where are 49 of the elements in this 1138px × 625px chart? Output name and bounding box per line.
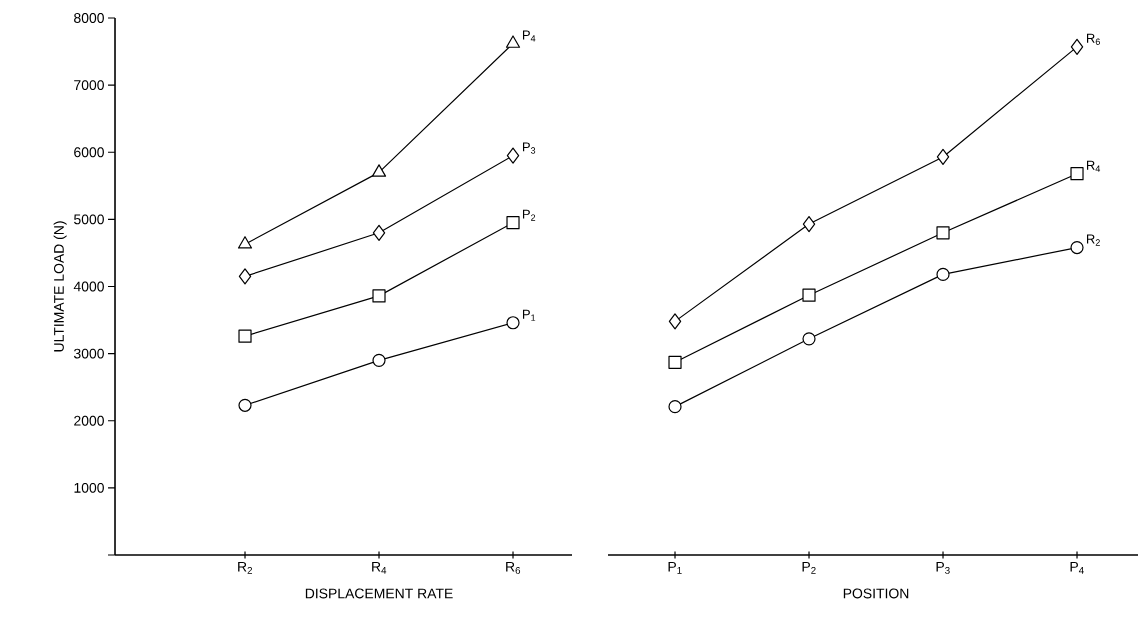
point: [237, 236, 253, 249]
series-label: P$_{4}$: [522, 30, 536, 42]
point: [506, 316, 520, 330]
series-label: P$_{2}$: [522, 209, 536, 221]
point: [238, 398, 252, 412]
point: [1070, 240, 1084, 255]
x-tick-label: R$_{2}$: [238, 562, 253, 574]
series-label: P$_{1}$: [522, 309, 536, 321]
point: [668, 313, 682, 330]
point: [505, 35, 521, 48]
y-axis-title: ULTIMATE LOAD (N): [53, 221, 67, 352]
point: [372, 224, 386, 241]
point: [802, 332, 816, 346]
y-tick-label: 8000: [74, 13, 104, 23]
series-label: R$_{2}$: [1087, 234, 1100, 246]
y-tick-label: 1000: [74, 482, 104, 493]
y-tick-label: 7000: [74, 80, 104, 91]
point: [1070, 38, 1084, 55]
point: [802, 288, 816, 302]
y-tick-label: 2000: [74, 415, 104, 426]
point: [506, 216, 520, 230]
series-label: R$_{4}$: [1087, 160, 1101, 172]
point: [372, 353, 386, 367]
x-tick-label: R$_{4}$: [372, 562, 387, 574]
x-axis-title: DISPLACEMENT RATE: [305, 588, 453, 599]
y-tick-label: 3000: [73, 348, 104, 359]
point: [802, 215, 816, 233]
series-label: P$_{3}$: [522, 142, 536, 154]
point: [936, 267, 950, 281]
series-label: R$_{6}$: [1087, 33, 1100, 45]
x-tick-label: R$_{6}$: [506, 562, 521, 574]
point: [506, 147, 520, 164]
y-tick-label: 5000: [74, 214, 104, 225]
point: [1070, 167, 1084, 181]
y-tick-label: 4000: [73, 281, 104, 292]
x-tick-label: P$_{4}$: [1070, 562, 1084, 574]
point: [371, 164, 387, 177]
point: [238, 268, 252, 285]
x-tick-label: P$_{2}$: [802, 562, 816, 574]
x-axis-title: POSITION: [843, 588, 909, 599]
y-tick-label: 6000: [74, 147, 104, 158]
x-tick-label: P$_{3}$: [936, 562, 950, 574]
point: [372, 289, 386, 303]
point: [936, 226, 950, 240]
point: [668, 400, 682, 414]
point: [936, 148, 950, 166]
x-tick-label: P$_{1}$: [668, 562, 682, 574]
point: [238, 329, 252, 343]
point: [668, 355, 682, 369]
